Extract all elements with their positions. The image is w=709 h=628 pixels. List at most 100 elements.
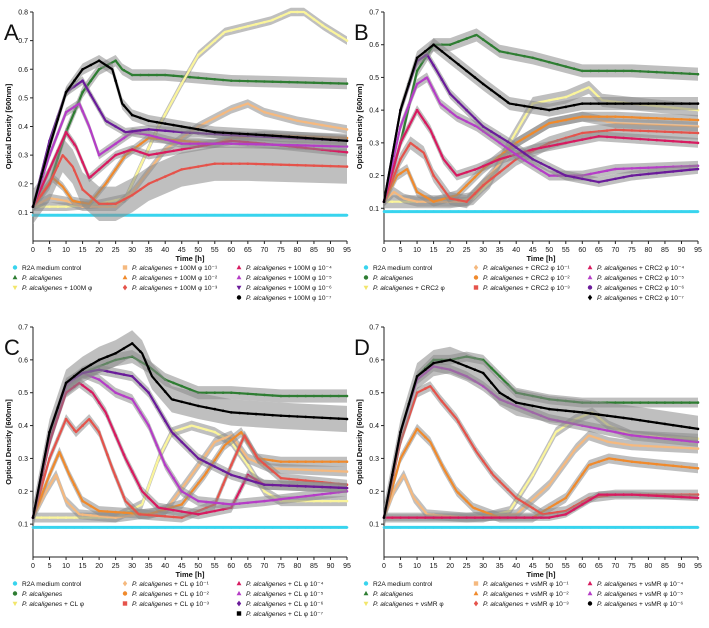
data-point: [56, 516, 60, 519]
data-point: [64, 213, 68, 217]
data-point: [605, 115, 609, 118]
data-point: [548, 516, 551, 519]
data-point: [312, 526, 316, 529]
data-point: [498, 516, 502, 519]
data-point: [680, 140, 683, 144]
data-point: [655, 138, 658, 142]
data-point: [415, 375, 419, 378]
data-point: [655, 436, 658, 440]
data-point: [147, 133, 150, 137]
data-point: [64, 516, 68, 519]
data-point: [287, 135, 291, 139]
data-point: [696, 526, 700, 529]
data-point: [490, 526, 493, 529]
legend-label: P. alcaligenes + 100M φ 10⁻¹: [132, 265, 218, 272]
data-point: [230, 131, 233, 135]
data-point: [271, 113, 274, 116]
data-point: [572, 139, 576, 143]
data-point: [647, 102, 650, 105]
data-point: [490, 88, 493, 92]
data-point: [213, 407, 217, 411]
x-tick-label: 70: [260, 563, 268, 570]
legend-item: P. alcaligenes + vsMR φ 10⁻⁵: [587, 590, 683, 598]
data-point: [139, 213, 142, 217]
data-point: [172, 432, 175, 436]
data-point: [605, 210, 609, 213]
data-point: [147, 526, 150, 529]
data-point: [539, 406, 543, 409]
data-point: [97, 168, 101, 171]
data-point: [89, 93, 93, 97]
data-point: [97, 401, 101, 404]
data-point: [279, 213, 283, 217]
legend-item: P. alcaligenes + CL φ 10⁻⁵: [236, 590, 324, 598]
legend-marker: [473, 590, 479, 596]
data-point: [572, 67, 576, 70]
x-tick-label: 45: [178, 247, 186, 254]
data-point: [671, 423, 675, 427]
data-point: [539, 169, 543, 172]
data-point: [40, 186, 43, 190]
x-tick-label: 20: [95, 247, 103, 254]
data-point: [506, 164, 510, 168]
data-point: [440, 154, 444, 157]
data-point: [221, 409, 225, 413]
data-point: [106, 510, 109, 513]
data-point: [296, 394, 299, 398]
data-point: [614, 526, 617, 529]
data-point: [663, 401, 667, 404]
data-point: [81, 90, 84, 94]
data-point: [221, 131, 225, 134]
data-point: [614, 177, 617, 181]
data-point: [172, 149, 175, 153]
data-point: [97, 68, 101, 71]
data-point: [163, 138, 167, 141]
data-point: [671, 71, 675, 75]
x-tick-label: 65: [595, 563, 603, 570]
data-point: [473, 168, 477, 171]
data-point: [457, 526, 460, 529]
data-point: [188, 424, 192, 428]
data-point: [424, 50, 427, 53]
data-point: [548, 512, 551, 515]
data-point: [329, 213, 332, 217]
data-point: [155, 213, 159, 217]
data-point: [188, 142, 192, 145]
legend-marker: [473, 275, 479, 280]
data-point: [523, 152, 526, 155]
data-point: [106, 202, 109, 206]
data-point: [337, 126, 341, 130]
data-point: [296, 415, 299, 418]
x-tick-label: 35: [496, 563, 504, 570]
x-tick-label: 85: [661, 247, 669, 254]
data-point: [230, 79, 233, 82]
data-point: [473, 526, 477, 529]
data-point: [647, 138, 650, 141]
data-point: [490, 516, 493, 519]
data-point: [238, 162, 241, 165]
data-point: [382, 200, 386, 203]
data-point: [481, 38, 485, 41]
data-point: [407, 125, 411, 128]
data-point: [279, 115, 283, 118]
data-point: [89, 504, 93, 508]
data-point: [221, 437, 225, 441]
legend-item: R2A medium control: [363, 581, 433, 588]
legend-label: P. alcaligenes + vsMR φ: [373, 601, 444, 608]
data-point: [205, 391, 208, 395]
data-point: [114, 371, 117, 375]
data-point: [122, 198, 126, 201]
data-point: [304, 479, 308, 482]
data-point: [271, 498, 274, 502]
data-point: [155, 152, 159, 155]
data-point: [246, 501, 250, 505]
data-point: [548, 407, 551, 411]
data-point: [581, 411, 584, 414]
data-point: [213, 440, 217, 444]
legend-item: P. alcaligenes + CL φ 10⁻⁷: [236, 611, 324, 618]
data-point: [139, 73, 142, 77]
legend-item: P. alcaligenes + CL φ: [12, 601, 84, 608]
legend-label: P. alcaligenes + CL φ 10⁻³: [132, 601, 210, 608]
data-point: [556, 170, 559, 173]
data-point: [415, 69, 419, 73]
